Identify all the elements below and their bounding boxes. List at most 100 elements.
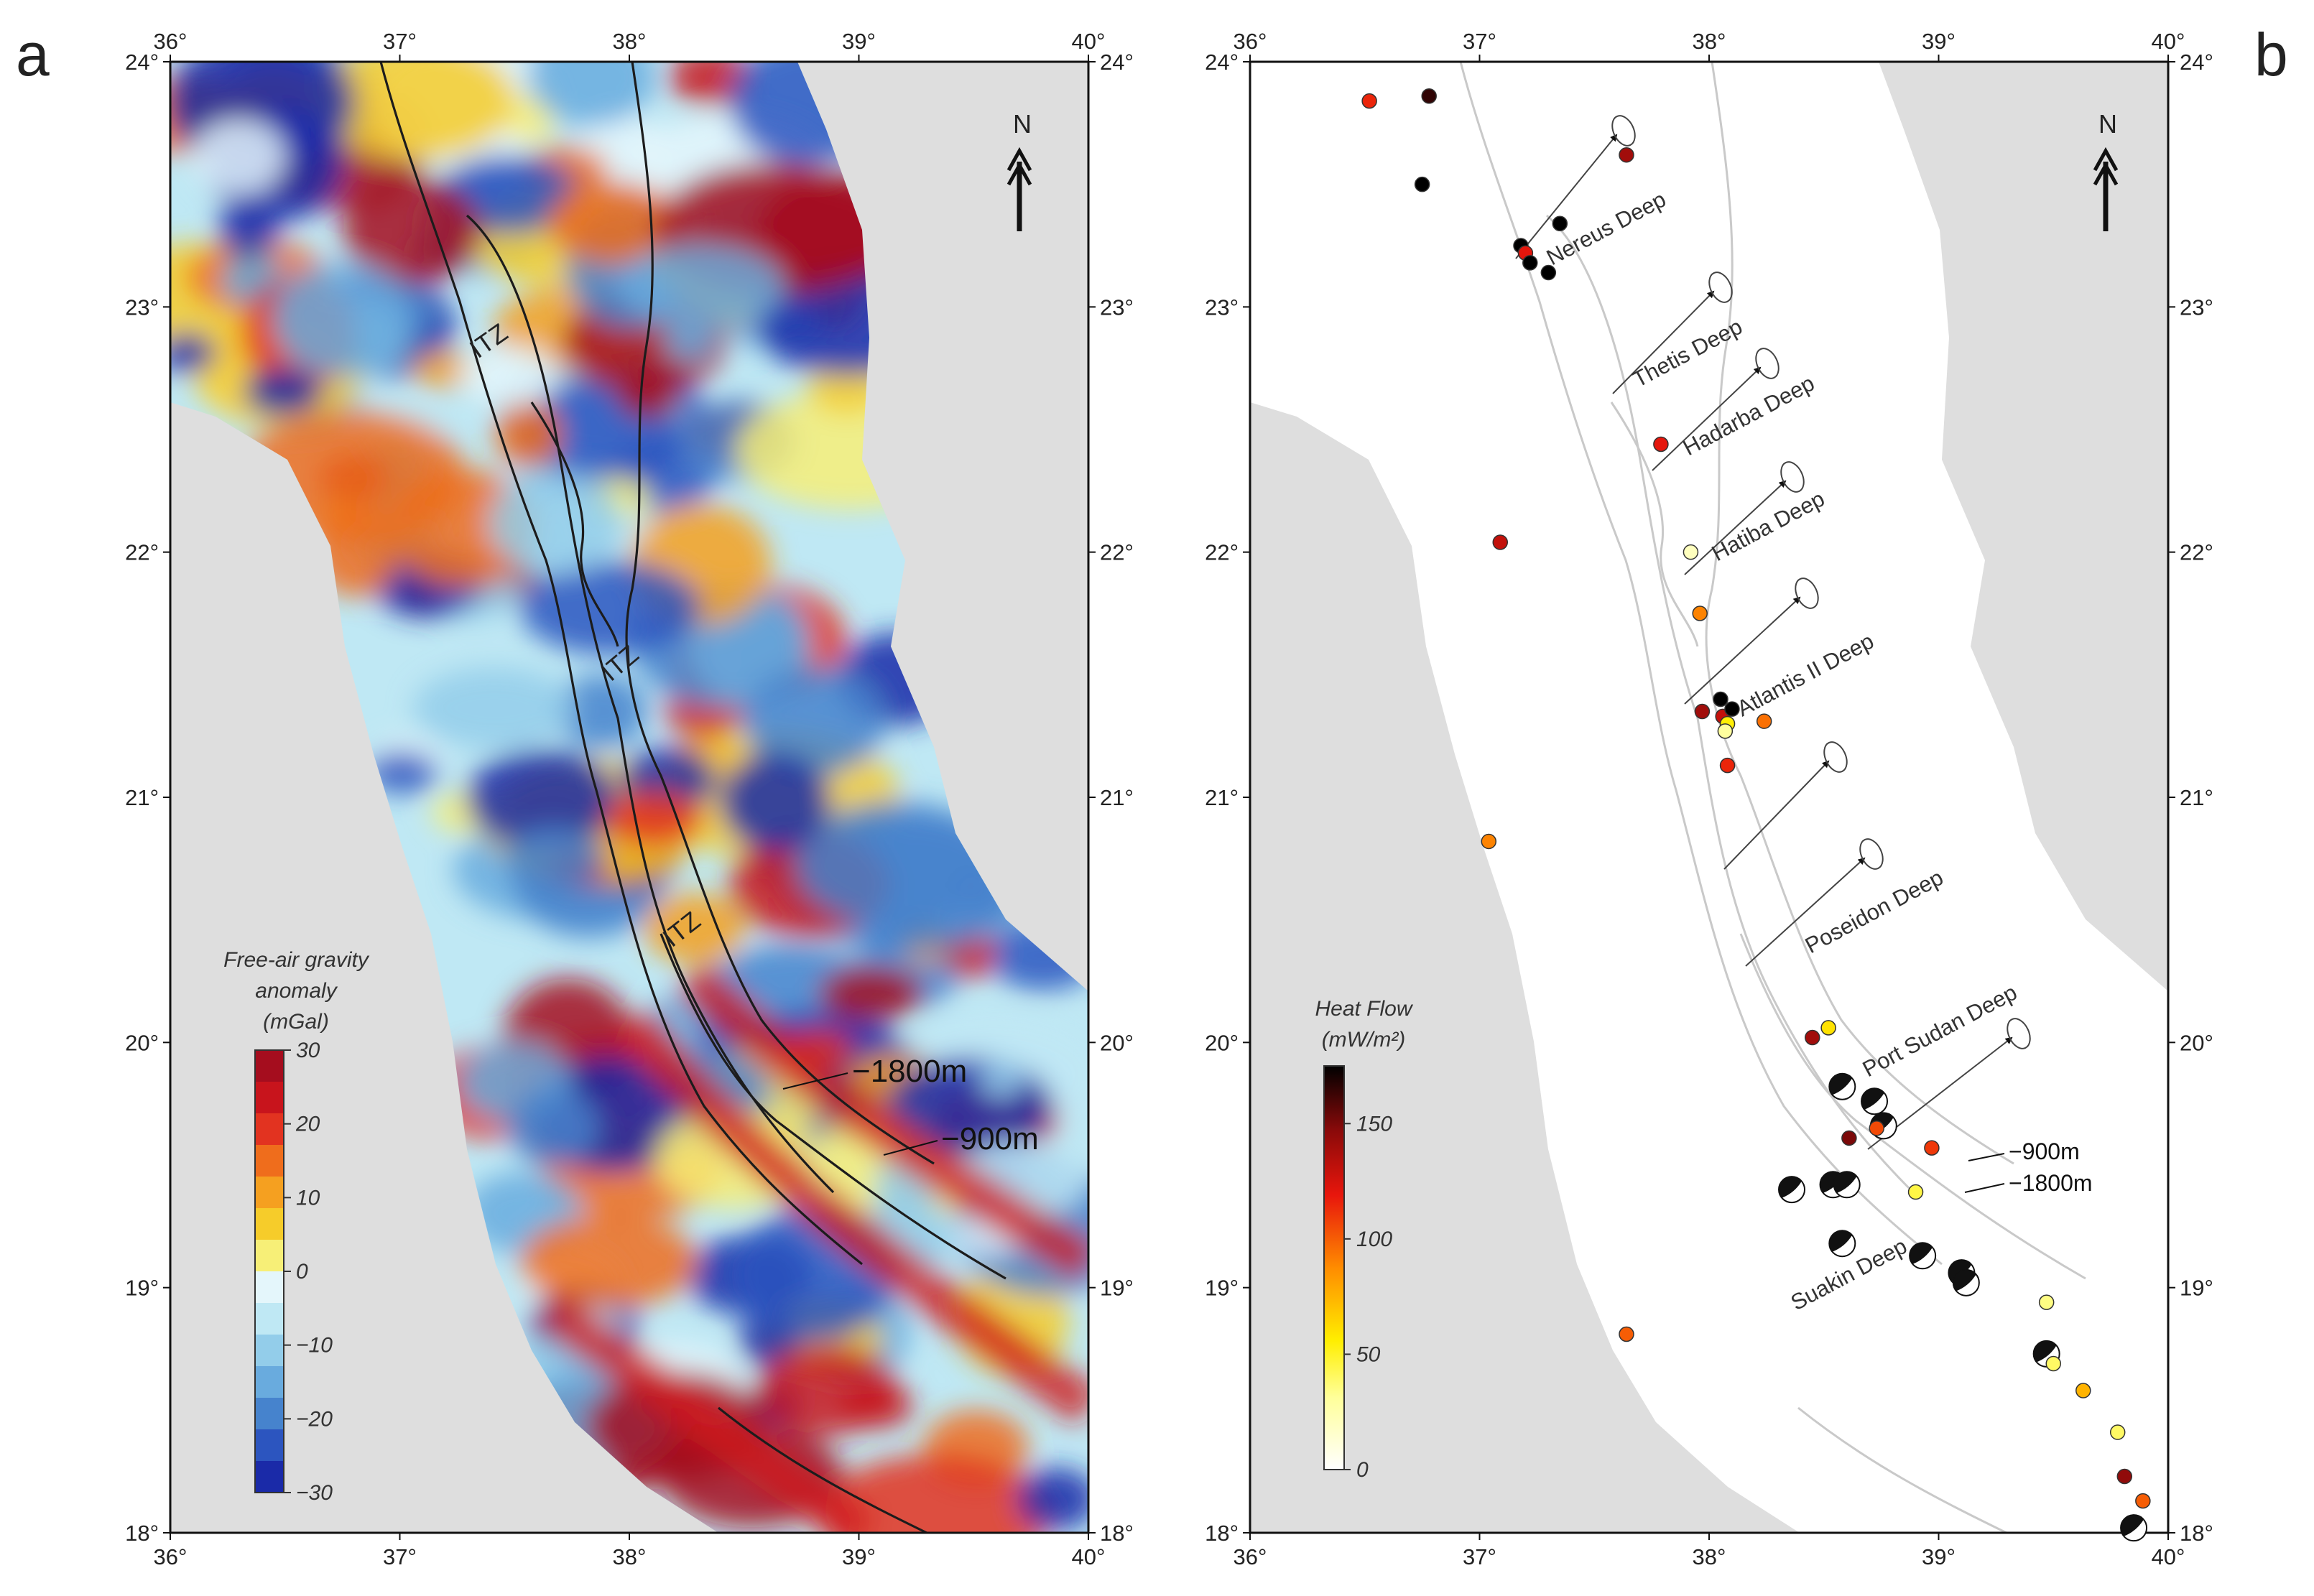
gravity-colorbar-swatch	[255, 1271, 284, 1304]
gravity-colorbar-swatch	[255, 1113, 284, 1146]
lat-tick-label-left: 19°	[125, 1276, 159, 1301]
anomaly-ridge	[533, 1289, 875, 1533]
lat-tick-label-right: 20°	[1100, 1030, 1134, 1055]
contour-line	[718, 1406, 927, 1533]
focal-mechanism	[1952, 1268, 1980, 1296]
focal-mechanism	[2120, 1514, 2148, 1542]
heat-flow-colorbar-ticks: 150 100 50 0	[1344, 1112, 1392, 1482]
anomaly-blob	[494, 400, 563, 468]
focal-mechanism-compression	[1910, 1243, 1933, 1264]
gravity-colorbar-swatches	[255, 1050, 284, 1493]
lon-tick-label-bottom: 39°	[1922, 1544, 1956, 1569]
lat-tick-label-right: 19°	[2180, 1276, 2213, 1301]
contour-line	[660, 933, 1006, 1280]
gravity-colorbar-tick-label: −10	[296, 1334, 333, 1358]
anomaly-blob	[489, 472, 623, 575]
panel-b-ticks: 36°36°37°37°38°38°39°39°40°40°24° 24°23° 2…	[1205, 29, 2213, 1569]
contour-line-b	[1797, 1406, 2007, 1533]
anomaly-blob	[506, 1088, 600, 1166]
anomaly-blob	[841, 1383, 914, 1429]
anomaly-blob	[503, 827, 605, 889]
anomaly-blob	[666, 320, 716, 362]
anomaly-blob	[1017, 1467, 1088, 1531]
anomaly-blob	[520, 1215, 698, 1309]
heat-flow-point	[1492, 534, 1509, 550]
sea-area-b	[1250, 62, 2168, 1533]
lon-tick-label-bottom: 40°	[2152, 1544, 2185, 1569]
heat-flow-point	[1653, 436, 1669, 453]
spreading-vector	[1745, 857, 1866, 967]
anomaly-blob	[978, 1060, 1024, 1100]
lon-tick-label-top: 36°	[154, 29, 188, 54]
lat-tick-label-right: 24°	[2180, 50, 2213, 75]
lat-tick-label-right: 18°	[1100, 1521, 1134, 1546]
anomaly-blob	[413, 667, 575, 749]
depth-1800-label: −1800m	[852, 1054, 967, 1089]
lon-tick-label-bottom: 36°	[154, 1544, 188, 1569]
heat-flow-point	[1713, 691, 1728, 707]
heat-flow-point	[1907, 1184, 1924, 1200]
anomaly-blob	[603, 789, 703, 846]
heat-flow-colorbar-tick-label: 0	[1356, 1458, 1369, 1482]
anomaly-blob	[618, 243, 785, 330]
contour-line	[379, 62, 863, 1266]
panel-a-letter: a	[16, 21, 50, 88]
gravity-colorbar-swatch	[255, 1398, 284, 1430]
anomaly-blob	[642, 893, 746, 964]
lon-tick-label-top: 39°	[842, 29, 876, 54]
heat-flow-point	[1820, 1020, 1836, 1036]
heat-flow-colorbar-title-1: Heat Flow	[1315, 997, 1413, 1021]
lat-tick-label-left: 22°	[125, 540, 159, 565]
heat-flow-point	[1522, 255, 1538, 271]
lon-tick-label-top: 36°	[1234, 29, 1267, 54]
lon-tick-label-top: 38°	[613, 29, 647, 54]
error-ellipse	[1611, 115, 1636, 147]
gravity-colorbar: Free-air gravity anomaly (mGal) 30 20 10 0 −…	[223, 948, 370, 1505]
lon-tick-label-bottom: 37°	[1463, 1544, 1496, 1569]
depth-900-leader	[883, 1140, 938, 1156]
anomaly-blob	[555, 674, 647, 748]
contour-line	[466, 214, 835, 1194]
gravity-colorbar-swatch	[255, 1050, 284, 1082]
gravity-colorbar-swatch	[255, 1208, 284, 1240]
anomaly-ridge	[615, 1006, 1088, 1426]
error-ellipse	[2007, 1018, 2031, 1049]
anomaly-blob	[719, 753, 831, 851]
heat-flow-point	[1414, 176, 1430, 192]
lat-tick-label-right: 23°	[2180, 294, 2213, 320]
heat-flow-point	[2135, 1493, 2151, 1509]
north-label: N	[1013, 109, 1032, 139]
anomaly-blob	[459, 345, 559, 407]
lon-tick-label-bottom: 38°	[613, 1544, 647, 1569]
lat-tick-label-left: 24°	[125, 50, 159, 75]
lat-tick-label-left: 20°	[1205, 1030, 1239, 1055]
error-ellipse	[1795, 577, 1819, 609]
gravity-colorbar-swatch	[255, 1303, 284, 1335]
heat-flow-point	[1421, 88, 1437, 104]
heat-flow-colorbar-tick-label: 50	[1356, 1342, 1381, 1366]
heat-flow-point	[1481, 833, 1497, 850]
spreading-vectors	[1515, 115, 2031, 1150]
anomaly-blob	[795, 801, 1001, 927]
gravity-colorbar-title-3: (mGal)	[263, 1010, 329, 1034]
contour-line	[530, 402, 619, 647]
anomaly-blob	[170, 333, 216, 374]
lat-tick-label-left: 22°	[1205, 540, 1239, 565]
gravity-colorbar-title-1: Free-air gravity	[223, 948, 370, 972]
lat-tick-label-right: 21°	[1100, 785, 1134, 810]
focal-mechanism	[1861, 1087, 1889, 1115]
gravity-colorbar-title-2: anomaly	[255, 979, 338, 1003]
anomaly-blob	[519, 560, 701, 655]
heat-flow-point	[2075, 1383, 2091, 1398]
anomaly-blob	[466, 749, 619, 849]
lat-tick-label-left: 18°	[125, 1521, 159, 1546]
error-ellipse	[1859, 838, 1884, 870]
heat-flow-point	[1841, 1130, 1857, 1146]
heat-flow-point	[1724, 701, 1740, 717]
focal-mechanism-compression	[1953, 1269, 1976, 1291]
gravity-colorbar-tick-label: 0	[296, 1260, 308, 1284]
focal-mechanism-compression	[1861, 1088, 1884, 1110]
panel-b-letter: b	[2254, 21, 2288, 88]
gravity-colorbar-ticks: 30 20 10 0 −10 −20 −30	[284, 1039, 333, 1505]
